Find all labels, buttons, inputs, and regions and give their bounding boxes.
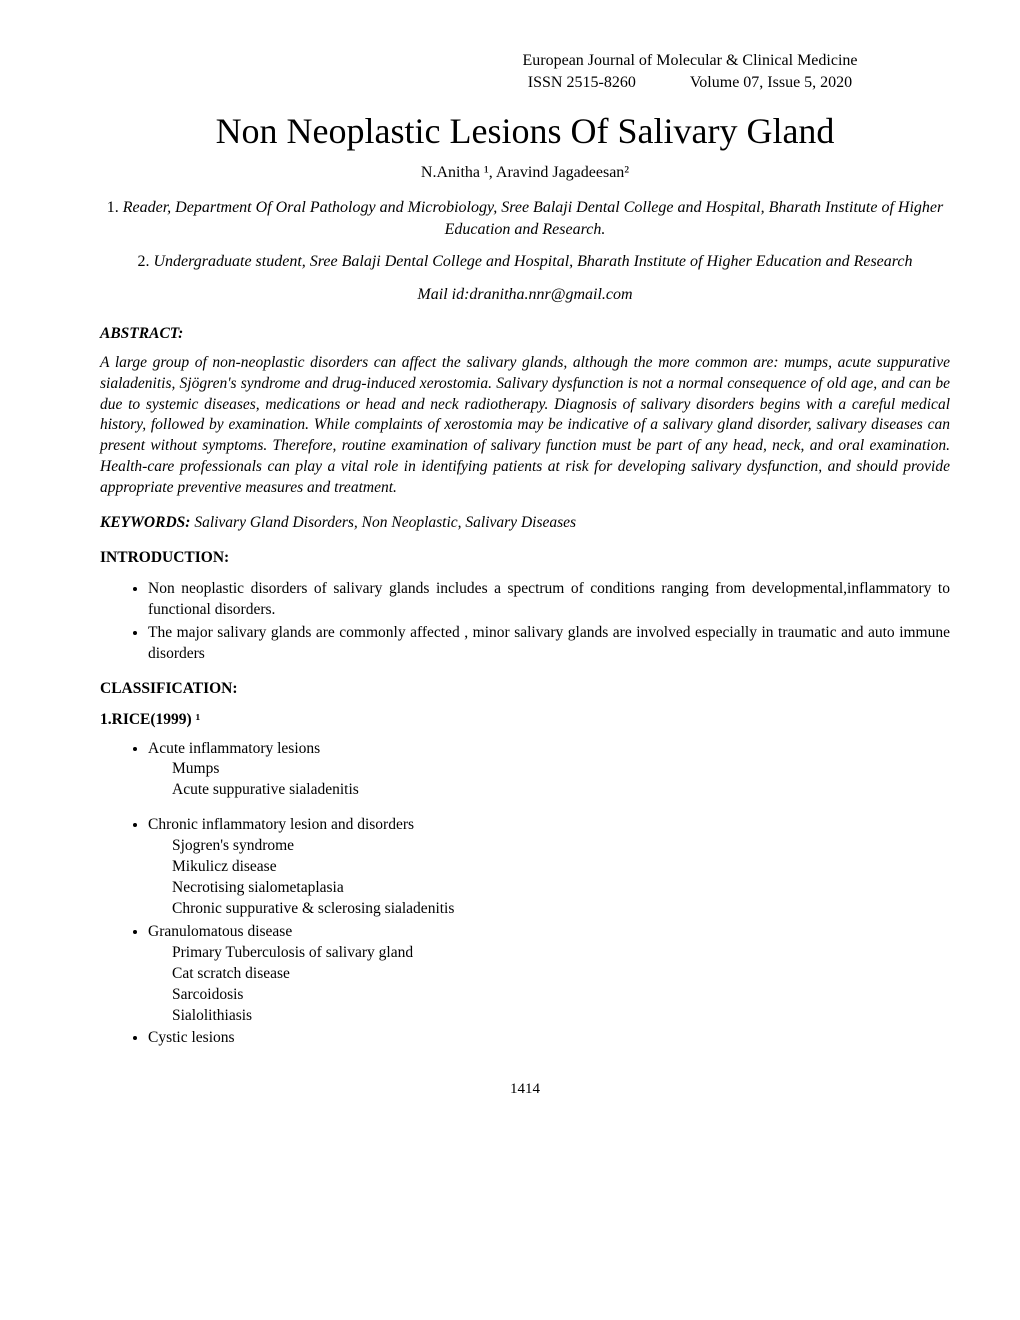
sub-item: Cat scratch disease xyxy=(172,964,950,985)
sub-item: Sarcoidosis xyxy=(172,985,950,1006)
journal-name: European Journal of Molecular & Clinical… xyxy=(430,50,950,72)
intro-bullet: The major salivary glands are commonly a… xyxy=(148,623,950,665)
paper-title: Non Neoplastic Lesions Of Salivary Gland xyxy=(100,107,950,156)
classification-item: Chronic inflammatory lesion and disorder… xyxy=(148,815,950,920)
sub-item: Chronic suppurative & sclerosing sialade… xyxy=(172,899,950,920)
affil-num-2: 2. xyxy=(137,253,149,270)
sub-items: Primary Tuberculosis of salivary gland C… xyxy=(148,943,950,1027)
issn-label: ISSN xyxy=(528,72,563,94)
item-head: Granulomatous disease xyxy=(148,923,292,940)
classification-item: Acute inflammatory lesions Mumps Acute s… xyxy=(148,739,950,802)
introduction-label: INTRODUCTION: xyxy=(100,548,950,569)
page-number: 1414 xyxy=(100,1079,950,1099)
sub-item: Mikulicz disease xyxy=(172,857,950,878)
classification-list: Acute inflammatory lesions Mumps Acute s… xyxy=(100,739,950,802)
sub-item: Mumps xyxy=(172,759,950,780)
sub-items: Sjogren's syndrome Mikulicz disease Necr… xyxy=(148,836,950,920)
affiliation-1: 1. Reader, Department Of Oral Pathology … xyxy=(100,197,950,240)
abstract-label: ABSTRACT: xyxy=(100,324,950,345)
volume-issue: Volume 07, Issue 5, 2020 xyxy=(690,72,852,94)
keywords-value: Salivary Gland Disorders, Non Neoplastic… xyxy=(190,514,576,531)
keywords-label: KEYWORDS: xyxy=(100,514,190,531)
sub-item: Primary Tuberculosis of salivary gland xyxy=(172,943,950,964)
item-head: Chronic inflammatory lesion and disorder… xyxy=(148,816,414,833)
classification-item: Granulomatous disease Primary Tuberculos… xyxy=(148,922,950,1027)
classification-list: Chronic inflammatory lesion and disorder… xyxy=(100,815,950,1049)
abstract-text: A large group of non-neoplastic disorder… xyxy=(100,353,950,499)
sub-item: Sialolithiasis xyxy=(172,1006,950,1027)
affiliation-2: 2. Undergraduate student, Sree Balaji De… xyxy=(100,251,950,273)
sub-item: Acute suppurative sialadenitis xyxy=(172,780,950,801)
item-head: Acute inflammatory lesions xyxy=(148,740,320,757)
issn-value: 2515-8260 xyxy=(566,72,635,94)
keywords-line: KEYWORDS: Salivary Gland Disorders, Non … xyxy=(100,513,950,534)
mail-id: Mail id:dranitha.nnr@gmail.com xyxy=(100,284,950,306)
affil-text-2: Undergraduate student, Sree Balaji Denta… xyxy=(149,253,912,270)
intro-bullets: Non neoplastic disorders of salivary gla… xyxy=(100,579,950,665)
affil-num-1: 1. xyxy=(107,199,119,216)
sub-items: Mumps Acute suppurative sialadenitis xyxy=(148,759,950,801)
sub-item: Necrotising sialometaplasia xyxy=(172,878,950,899)
sub-item: Sjogren's syndrome xyxy=(172,836,950,857)
classification-item: Cystic lesions xyxy=(148,1028,950,1049)
rice-label: 1.RICE(1999) ¹ xyxy=(100,710,950,731)
authors: N.Anitha ¹, Aravind Jagadeesan² xyxy=(100,162,950,184)
journal-header: European Journal of Molecular & Clinical… xyxy=(430,50,950,93)
affil-text-1: Reader, Department Of Oral Pathology and… xyxy=(119,199,944,238)
classification-label: CLASSIFICATION: xyxy=(100,679,950,700)
issn-line: ISSN 2515-8260 Volume 07, Issue 5, 2020 xyxy=(430,72,950,94)
item-head: Cystic lesions xyxy=(148,1029,235,1046)
intro-bullet: Non neoplastic disorders of salivary gla… xyxy=(148,579,950,621)
